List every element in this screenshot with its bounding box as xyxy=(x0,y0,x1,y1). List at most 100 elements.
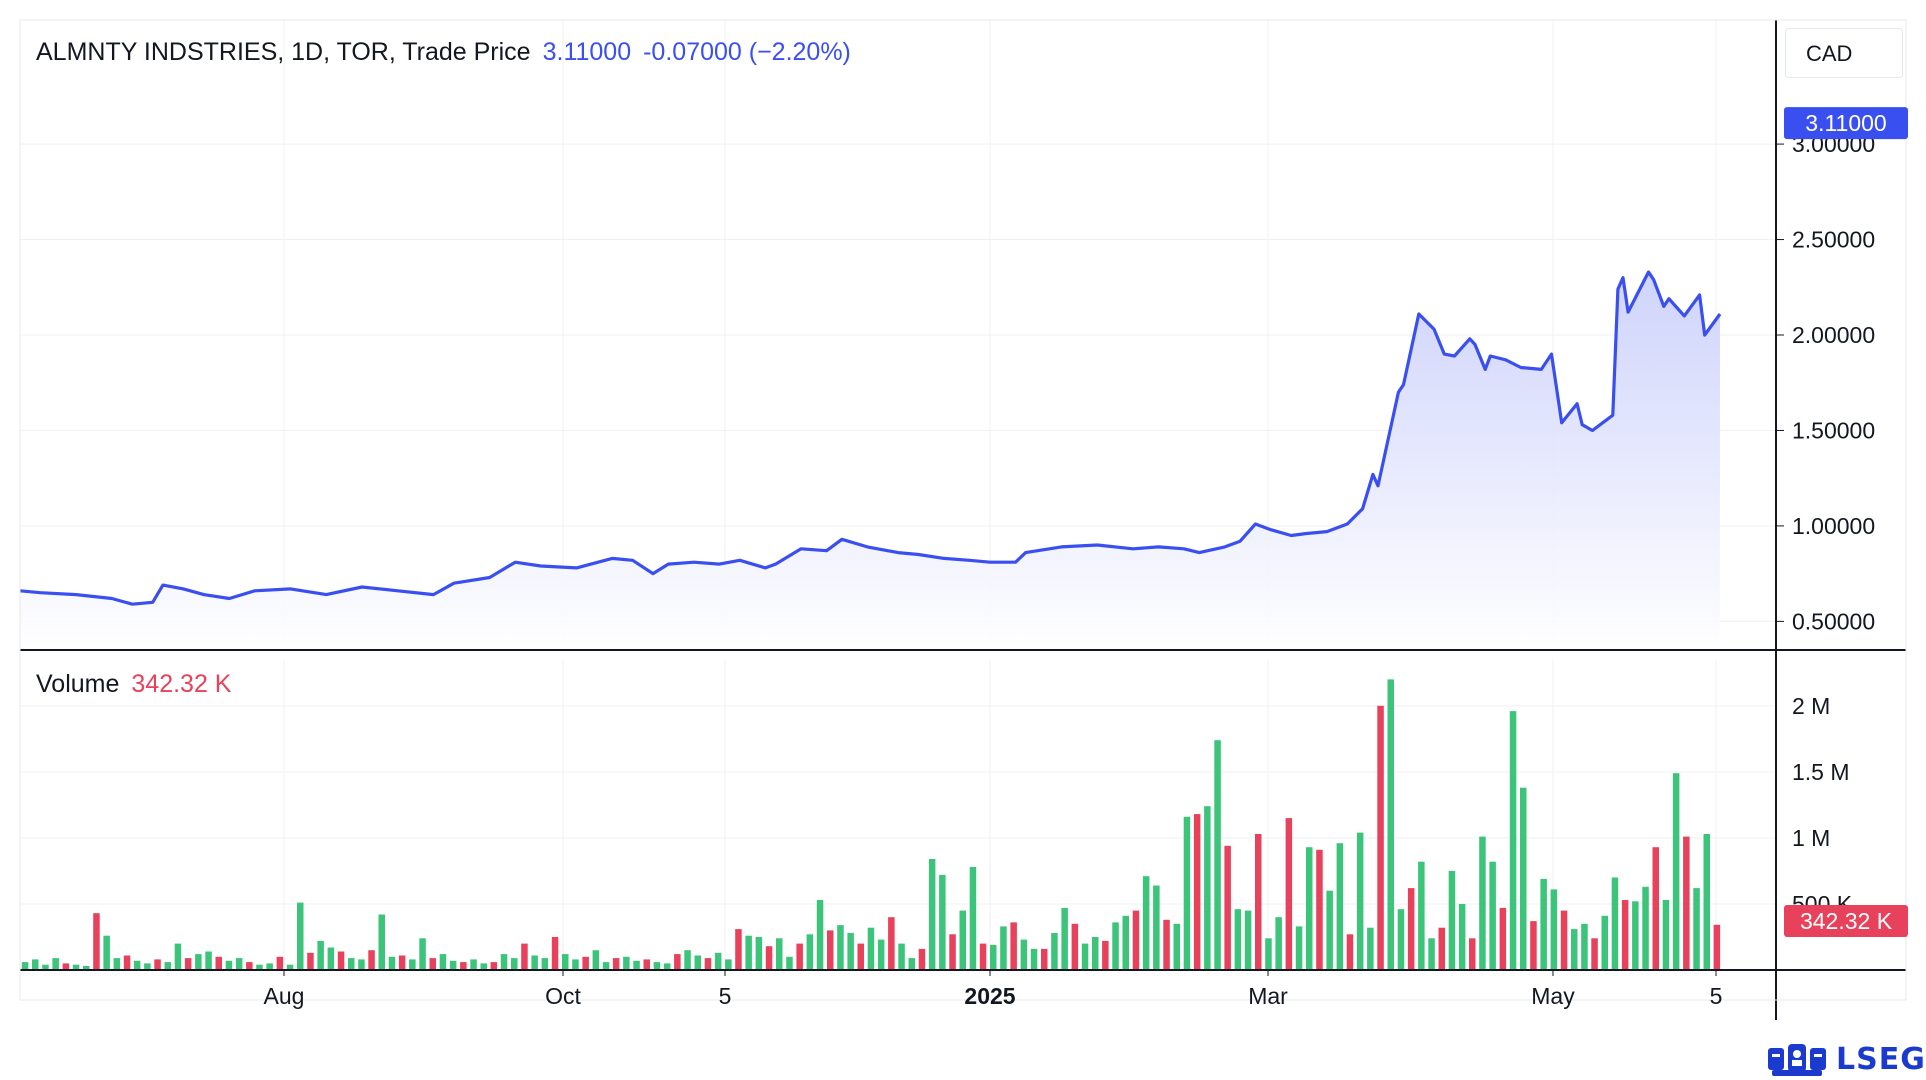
volume-bar xyxy=(1448,870,1456,970)
volume-bar xyxy=(419,938,426,970)
volume-bar xyxy=(266,963,273,970)
volume-bar xyxy=(460,962,467,970)
volume-bar xyxy=(1499,907,1507,970)
chart-frame xyxy=(19,19,1907,1001)
volume-bar xyxy=(1621,900,1629,970)
volume-bar xyxy=(1173,923,1180,970)
volume-bar xyxy=(1000,926,1007,970)
volume-bar xyxy=(1132,910,1140,970)
volume-bar xyxy=(429,958,436,970)
volume-bar xyxy=(246,962,253,970)
volume-bar xyxy=(1142,876,1150,970)
volume-bar xyxy=(857,943,864,970)
volume-bar xyxy=(592,950,600,970)
x-tick-label: 2025 xyxy=(964,983,1015,1009)
volume-bar xyxy=(1193,814,1201,970)
volume-bar xyxy=(816,900,824,970)
volume-bar xyxy=(1244,910,1252,970)
volume-bar xyxy=(1520,787,1527,970)
volume-bar xyxy=(1346,934,1354,970)
last-price: 3.11000 xyxy=(542,38,632,66)
x-tick-label: May xyxy=(1531,983,1575,1009)
volume-bar xyxy=(337,951,345,970)
volume-bar xyxy=(256,964,263,970)
volume-bar xyxy=(235,958,243,970)
volume-bar xyxy=(1316,849,1323,970)
volume-bar xyxy=(765,946,773,970)
volume-bar xyxy=(195,954,202,970)
volume-bar xyxy=(1204,806,1211,970)
volume-bar xyxy=(847,933,854,970)
volume-bar xyxy=(877,939,885,970)
chart-title: ALMNTY INDSTRIES, 1D, TOR, Trade Price 3.… xyxy=(36,38,851,67)
brand-name: LSEG xyxy=(1836,1042,1926,1077)
volume-bar xyxy=(1356,832,1364,970)
volume-bar xyxy=(1071,923,1079,970)
x-tick-label: Mar xyxy=(1248,983,1288,1009)
volume-bar xyxy=(133,960,141,970)
volume-bar xyxy=(449,960,457,970)
last-volume-tag-label: 342.32 K xyxy=(1800,908,1893,934)
currency-selector[interactable]: CAD xyxy=(1785,28,1903,78)
volume-bar xyxy=(796,943,803,970)
volume-bar xyxy=(1530,921,1537,970)
volume-bar xyxy=(174,943,182,970)
volume-bar xyxy=(1224,845,1231,970)
price-tick-label: 2.50000 xyxy=(1792,227,1875,253)
volume-bar xyxy=(32,959,39,970)
volume-bar xyxy=(144,963,151,970)
volume-bar xyxy=(1550,889,1558,970)
volume-bar xyxy=(551,937,559,970)
volume-bar xyxy=(1540,878,1547,970)
volume-bar xyxy=(21,962,29,970)
volume-bar xyxy=(1234,909,1242,970)
volume-bar xyxy=(612,958,620,970)
volume-bar xyxy=(388,956,396,970)
volume-bar xyxy=(990,944,997,970)
volume-bar xyxy=(531,955,538,970)
volume-bar xyxy=(1051,933,1058,970)
volume-bar xyxy=(511,958,518,970)
x-tick-label: Aug xyxy=(264,983,305,1009)
volume-bar xyxy=(358,959,365,970)
volume-bar xyxy=(1458,904,1466,970)
price-change: -0.07000 (−2.20%) xyxy=(643,38,851,66)
volume-bar xyxy=(521,943,528,970)
volume-bar xyxy=(898,943,905,970)
volume-bar xyxy=(786,956,793,970)
volume-bar xyxy=(1275,917,1282,970)
volume-bar xyxy=(827,930,834,970)
volume-bar xyxy=(1306,847,1313,970)
volume-bar xyxy=(317,940,324,970)
volume-label: Volume xyxy=(36,670,120,698)
volume-bar xyxy=(1560,910,1568,970)
volume-bar xyxy=(1611,877,1619,970)
volume-bar xyxy=(1601,915,1608,970)
volume-bar xyxy=(1102,940,1109,970)
volume-bar xyxy=(674,954,681,970)
volume-tick-label: 2 M xyxy=(1792,693,1830,719)
last-price-tag xyxy=(1784,107,1908,140)
volume-bar xyxy=(1336,843,1344,970)
volume-bar xyxy=(1030,948,1038,970)
volume-bar xyxy=(602,962,610,970)
price-tick-label: 1.00000 xyxy=(1792,513,1875,539)
x-tick-label: 5 xyxy=(1710,983,1723,1009)
volume-bar xyxy=(949,934,956,970)
volume-bar xyxy=(1081,943,1089,970)
volume-bar xyxy=(1153,885,1160,970)
volume-bar xyxy=(562,954,569,970)
volume-bar xyxy=(1438,927,1445,970)
price-area xyxy=(20,272,1720,650)
volume-bar xyxy=(1428,938,1435,970)
volume-bar xyxy=(1642,886,1649,970)
volume-bar xyxy=(704,958,712,970)
volume-bar xyxy=(582,956,589,970)
volume-bar xyxy=(969,867,977,970)
volume-tick-label: 1.5 M xyxy=(1792,759,1850,785)
volume-bar xyxy=(103,935,110,970)
volume-bar xyxy=(286,964,294,970)
volume-bar xyxy=(633,960,640,970)
volume-bar xyxy=(1326,890,1333,970)
